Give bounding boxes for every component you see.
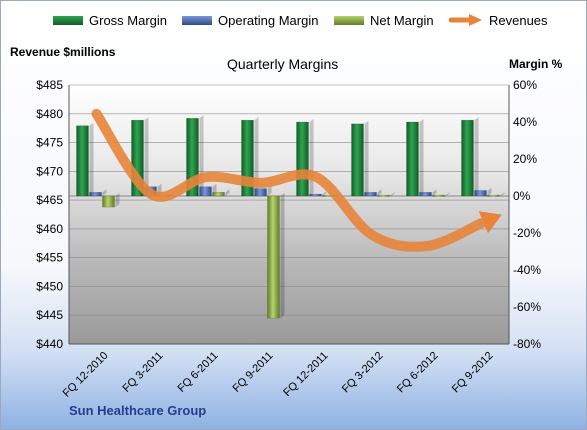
gross-margin-bar-side [144,117,149,196]
net-margin-bar [102,195,115,208]
legend-revenues: Revenues [449,12,548,28]
legend-swatch [182,15,212,25]
left-tick-label: $450 [36,279,63,293]
legend-arrow-icon [449,14,482,26]
legend-gross-margin: Gross Margin [53,12,168,28]
gross-margin-bar [351,123,364,197]
category-label: FQ 9-2011 [231,350,276,395]
right-tick-label: -80% [513,337,541,351]
gross-margin-bar [296,121,309,197]
net-margin-bar-side [500,192,505,197]
net-margin-bar-side [280,193,285,319]
net-margin-bar-side [390,192,395,197]
revenue-arrowhead [478,211,502,234]
legend-label: Revenues [489,12,548,28]
category-label: FQ 3-2012 [340,350,386,396]
operating-margin-bar [474,190,487,197]
revenue-line [91,108,502,252]
category-label: FQ 12-2011 [281,350,330,399]
right-tick-label: 60% [513,78,537,92]
operating-margin-bar [199,186,212,197]
gross-margin-bar-side [419,119,424,196]
operating-margin-bar [89,192,102,197]
left-tick-label: $475 [36,136,63,150]
gross-margin-bar [406,121,419,197]
operating-margin-bar-side [322,191,327,196]
right-tick-label: 20% [513,152,537,166]
category-label: FQ 12-2010 [61,350,111,400]
category-label: FQ 6-2012 [395,350,441,396]
right-tick-label: 40% [513,115,537,129]
gross-margin-bar-side [364,120,369,196]
left-tick-label: $485 [36,78,63,92]
gross-margin-bar-side [254,117,259,196]
operating-margin-bar-side [432,189,437,196]
net-margin-bar-side [445,192,450,197]
operating-margin-bar-side [102,189,107,196]
gross-margin-bar-side [89,122,94,196]
net-margin-bar [212,192,225,197]
gross-margin-bar-side [474,117,479,196]
right-axis-title: Margin % [509,57,563,71]
operating-margin-bar [254,188,267,197]
legend-label: Operating Margin [218,12,319,28]
left-tick-label: $460 [36,222,63,236]
operating-margin-bar [364,192,377,197]
right-tick-label: 0% [513,189,531,203]
left-axis-title: Revenue $millions [10,45,116,59]
gross-margin-bar-side [309,119,314,196]
operating-margin-bar [419,192,432,197]
legend-operating-margin: Operating Margin [182,12,319,28]
left-tick-label: $480 [36,107,63,121]
chart-title: Quarterly Margins [227,56,339,72]
left-tick-label: $470 [36,164,63,178]
left-tick-label: $445 [36,308,63,322]
operating-margin-bar-side [267,185,272,196]
left-tick-label: $465 [36,193,63,207]
right-tick-label: -20% [513,226,541,240]
category-label: FQ 9-2012 [450,350,496,396]
right-tick-label: -40% [513,263,541,277]
right-tick-label: -60% [513,300,541,314]
legend-label: Gross Margin [89,12,168,28]
operating-margin-bar [309,193,322,197]
net-margin-bar-side [115,193,120,208]
net-margin-bar [487,194,500,197]
category-label: FQ 6-2011 [176,350,221,395]
company-name: Sun Healthcare Group [69,403,207,418]
legend-swatch [53,15,83,25]
category-label: FQ 3-2011 [121,350,166,395]
net-margin-bar [267,195,280,319]
left-tick-label: $455 [36,251,63,265]
gross-margin-bar [461,119,474,197]
net-margin-bar-side [225,189,230,196]
revenue-line-path [91,108,487,252]
legend-swatch [334,15,364,25]
net-margin-bar [377,194,390,197]
net-margin-bar [432,194,445,197]
operating-margin-bar-side [377,189,382,196]
left-tick-label: $440 [36,337,63,351]
legend-label: Net Margin [370,12,434,28]
operating-margin-bar-side [487,187,492,196]
legend-net-margin: Net Margin [334,12,434,28]
gross-margin-bar [76,125,89,197]
